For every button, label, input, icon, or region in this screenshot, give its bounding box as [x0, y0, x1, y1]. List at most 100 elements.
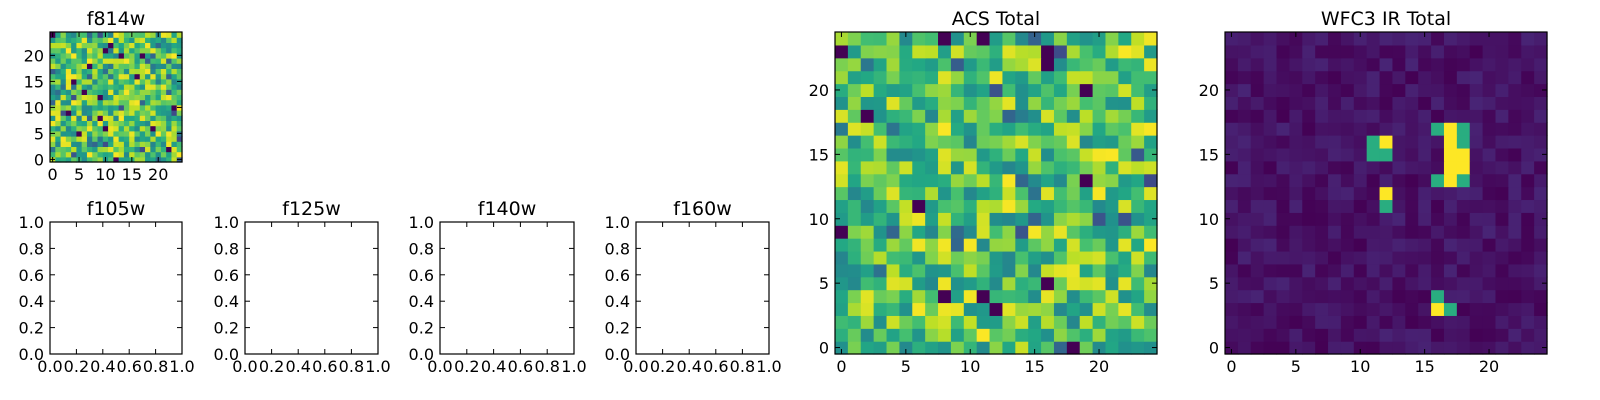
f814w-cell [118, 125, 125, 132]
wfc3-ir-total-cell [1366, 302, 1381, 316]
acs-total-cell [1041, 341, 1055, 355]
f814w-cell [118, 89, 125, 95]
wfc3-ir-total-cell [1495, 122, 1509, 136]
f814w-axes-frame [49, 31, 183, 163]
wfc3-ir-total-cell [1418, 122, 1432, 136]
wfc3-ir-total-cell [1379, 147, 1394, 162]
acs-total-cell [938, 135, 952, 149]
wfc3-ir-total-cell [1469, 173, 1484, 188]
wfc3-ir-total-ytick-label: 20 [1199, 81, 1219, 100]
wfc3-ir-total-cell [1237, 289, 1252, 304]
acs-total-cell [963, 238, 978, 252]
wfc3-ir-total-cell [1225, 135, 1239, 149]
wfc3-ir-total-cell [1315, 250, 1329, 265]
f814w-cell [134, 99, 141, 106]
acs-total-cell [1002, 147, 1016, 162]
f814w-cell [134, 120, 141, 127]
f814w-cell [123, 156, 130, 163]
acs-total-cell [950, 147, 965, 162]
acs-total-ytick-label: 5 [819, 274, 829, 293]
acs-total-cell [912, 212, 926, 226]
acs-total-cell [1092, 341, 1107, 355]
acs-total-cell [1092, 276, 1107, 291]
wfc3-ir-total-cell [1302, 147, 1316, 162]
wfc3-ir-total-cell [1456, 32, 1471, 46]
wfc3-ir-total-cell [1456, 341, 1471, 355]
wfc3-ir-total-cell [1315, 276, 1329, 291]
acs-total-cell [1105, 122, 1119, 136]
f814w-cell [55, 110, 62, 116]
wfc3-ir-total-cell [1328, 212, 1342, 226]
wfc3-ir-total-cell [1495, 225, 1509, 239]
acs-total-cell [950, 315, 965, 329]
acs-total-cell [1002, 328, 1016, 342]
f814w-cell [150, 156, 157, 163]
acs-total-cell [1002, 57, 1016, 72]
acs-total-cell [950, 173, 965, 188]
f814w-cell [86, 52, 93, 59]
wfc3-ir-total-ytick-label: 10 [1199, 210, 1219, 229]
f140w-ytick-label: 1.0 [409, 213, 434, 232]
acs-total-cell [860, 199, 875, 213]
acs-total-cell [1079, 250, 1094, 265]
acs-total-cell [963, 199, 978, 213]
acs-total-cell [835, 315, 849, 329]
acs-total-cell [1144, 212, 1158, 226]
wfc3-ir-total-cell [1289, 96, 1303, 110]
f814w-cell [166, 146, 173, 153]
wfc3-ir-total-cell [1508, 315, 1522, 329]
acs-total-cell [873, 173, 888, 188]
acs-total-cell [1066, 302, 1081, 316]
acs-total-cell [1053, 276, 1068, 291]
f814w-cell [50, 73, 56, 80]
wfc3-ir-total-cell [1431, 341, 1445, 355]
acs-total-cell [835, 225, 849, 239]
wfc3-ir-total-cell [1263, 109, 1278, 123]
f140w-ytick-label: 0.6 [409, 266, 434, 285]
acs-total-cell [912, 276, 926, 291]
acs-total-cell [1105, 186, 1119, 201]
acs-total-ytick-label: 15 [809, 145, 829, 164]
wfc3-ir-total-cell [1250, 83, 1265, 97]
f814w-cell [166, 125, 173, 132]
acs-total-cell [835, 212, 849, 226]
f814w-xtick-label: 5 [74, 165, 84, 184]
f814w-cell [108, 156, 114, 163]
acs-total-cell [1066, 135, 1081, 149]
wfc3-ir-total-cell [1431, 83, 1445, 97]
acs-total-cell [1144, 186, 1158, 201]
acs-total-cell [950, 289, 965, 304]
wfc3-ir-total-cell [1276, 122, 1290, 136]
wfc3-ir-total-cell [1521, 341, 1535, 355]
wfc3-ir-total-cell [1405, 83, 1419, 97]
wfc3-ir-total-cell [1482, 341, 1497, 355]
wfc3-ir-total-cell [1250, 341, 1265, 355]
wfc3-ir-total-cell [1353, 44, 1368, 59]
wfc3-ir-total-cell [1431, 70, 1445, 85]
f814w-cell [160, 63, 167, 69]
acs-total-cell [1079, 315, 1094, 329]
acs-total-cell [989, 57, 1004, 72]
wfc3-ir-total-cell [1250, 135, 1265, 149]
f814w-cell [118, 58, 125, 64]
wfc3-ir-total-cell [1379, 173, 1394, 188]
wfc3-ir-total-cell [1237, 238, 1252, 252]
f814w-cell [176, 58, 183, 64]
f814w-cell [65, 136, 72, 142]
f814w-cell [150, 120, 157, 127]
acs-total-cell [950, 32, 965, 46]
acs-total-cell [938, 147, 952, 162]
f814w-cell [102, 73, 109, 80]
acs-total-cell [1118, 96, 1132, 110]
acs-total-cell [899, 199, 913, 213]
acs-total-cell [950, 44, 965, 59]
f125w-title: f125w [282, 198, 341, 220]
wfc3-ir-total-cell [1225, 70, 1239, 85]
acs-total-cell [925, 70, 939, 85]
f814w-cell [145, 136, 151, 142]
acs-total-cell [1053, 70, 1068, 85]
f814w-cell [166, 89, 173, 95]
f814w-cell [102, 68, 109, 75]
f814w-cell [150, 130, 157, 137]
f814w-cell [166, 141, 173, 147]
